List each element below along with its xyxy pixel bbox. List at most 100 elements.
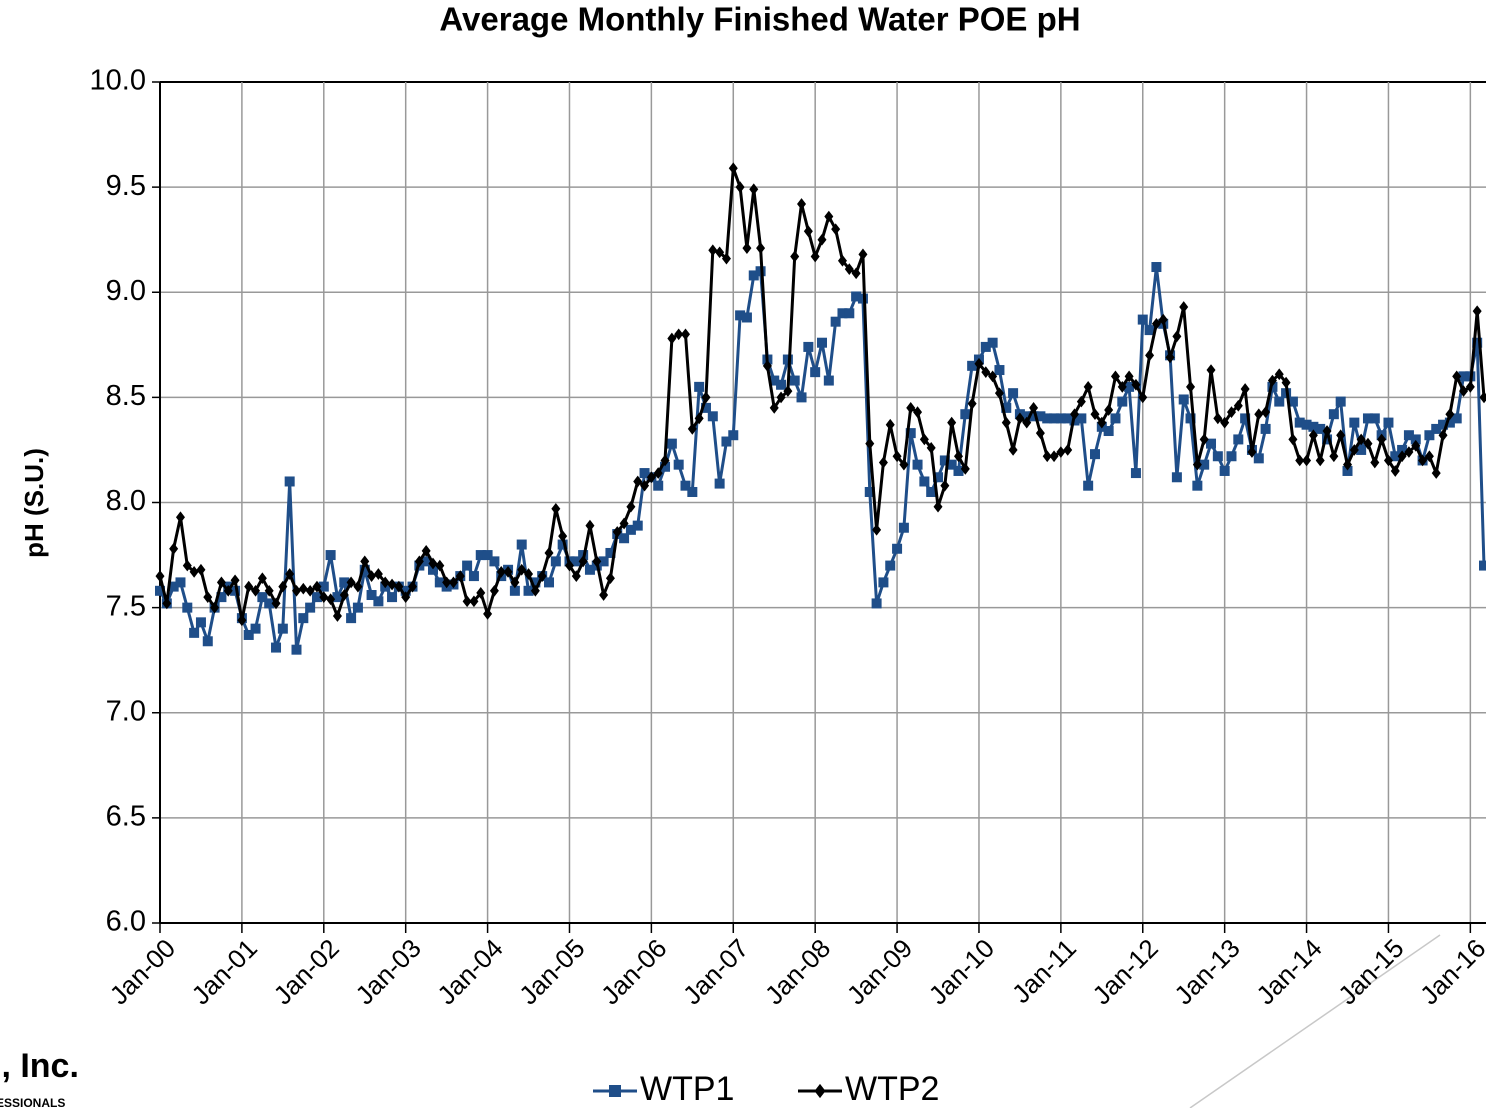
series: [155, 162, 1486, 627]
point: [462, 560, 473, 571]
point: [1390, 451, 1401, 462]
point: [830, 316, 841, 327]
point: [1342, 465, 1353, 476]
point: [721, 252, 731, 265]
point: [298, 613, 309, 624]
point: [250, 623, 261, 634]
point: [524, 568, 534, 580]
x-tick-label: Jan-05: [513, 933, 590, 1010]
point: [1049, 413, 1060, 424]
point: [353, 580, 363, 593]
point: [510, 576, 520, 589]
point: [1253, 453, 1264, 464]
point: [667, 332, 677, 345]
y-tick-label: 6.5: [106, 801, 146, 833]
point: [769, 375, 780, 386]
point: [284, 476, 295, 487]
point: [1219, 465, 1230, 476]
point: [1328, 409, 1339, 420]
point: [373, 596, 384, 607]
point: [728, 162, 738, 175]
point: [1076, 395, 1086, 408]
point: [953, 450, 963, 463]
point: [598, 556, 609, 567]
point: [742, 242, 752, 254]
point: [1363, 437, 1373, 450]
point: [1294, 417, 1305, 428]
point: [202, 636, 213, 647]
point: [189, 566, 199, 578]
point: [1220, 416, 1230, 429]
point: [640, 479, 650, 492]
point: [694, 412, 704, 425]
point: [359, 564, 370, 575]
point: [271, 642, 282, 653]
point: [1008, 388, 1019, 399]
point: [1362, 413, 1373, 424]
point: [462, 595, 472, 608]
point: [1062, 413, 1073, 424]
x-tick-label: Jan-12: [1086, 933, 1163, 1010]
point: [1206, 364, 1216, 376]
point: [1240, 383, 1250, 395]
x-tick-label: Jan-06: [595, 933, 672, 1010]
point: [1301, 419, 1312, 430]
point: [715, 246, 725, 259]
point: [1451, 413, 1462, 424]
point: [1178, 394, 1189, 405]
point: [216, 592, 227, 603]
point: [612, 526, 622, 538]
chart-title: Average Monthly Finished Water POE pH: [439, 1, 1080, 38]
point: [155, 585, 165, 596]
point: [1403, 430, 1414, 441]
footer-tagline: ESSIONALS: [0, 1096, 65, 1108]
point: [980, 341, 991, 352]
point: [482, 550, 493, 561]
point: [1315, 454, 1325, 467]
point: [803, 341, 814, 352]
point: [1233, 399, 1243, 412]
point: [1390, 465, 1400, 477]
series-line: [158, 265, 1486, 652]
point: [387, 578, 397, 591]
point: [619, 533, 630, 544]
point: [380, 576, 390, 589]
point: [1343, 458, 1353, 471]
point: [585, 519, 595, 532]
point: [953, 465, 964, 476]
point: [1213, 412, 1223, 425]
point: [1335, 396, 1346, 407]
point: [1028, 411, 1039, 422]
point: [298, 582, 308, 595]
point: [155, 570, 165, 582]
point: [872, 523, 882, 536]
point: [721, 436, 732, 447]
point: [844, 308, 855, 319]
point: [189, 627, 200, 638]
x-tick-label: Jan-07: [677, 933, 754, 1010]
point: [414, 555, 424, 568]
point: [400, 585, 411, 596]
point: [1424, 450, 1434, 463]
point: [1459, 385, 1469, 397]
legend-label: WTP2: [845, 1070, 939, 1108]
x-tick-label: Jan-11: [1006, 933, 1082, 1009]
point: [707, 411, 718, 422]
point: [257, 572, 267, 585]
point: [1130, 468, 1141, 479]
point: [701, 391, 711, 404]
point: [1070, 408, 1080, 421]
point: [455, 570, 465, 582]
point: [517, 563, 527, 576]
point: [592, 555, 602, 568]
x-tick-label: Jan-15: [1332, 933, 1409, 1010]
point: [230, 574, 240, 587]
point: [544, 547, 554, 559]
point: [1042, 450, 1052, 463]
point: [387, 592, 398, 603]
point: [905, 428, 916, 439]
point: [1022, 416, 1032, 429]
point: [1226, 406, 1236, 418]
point: [694, 381, 705, 392]
point: [673, 459, 684, 470]
